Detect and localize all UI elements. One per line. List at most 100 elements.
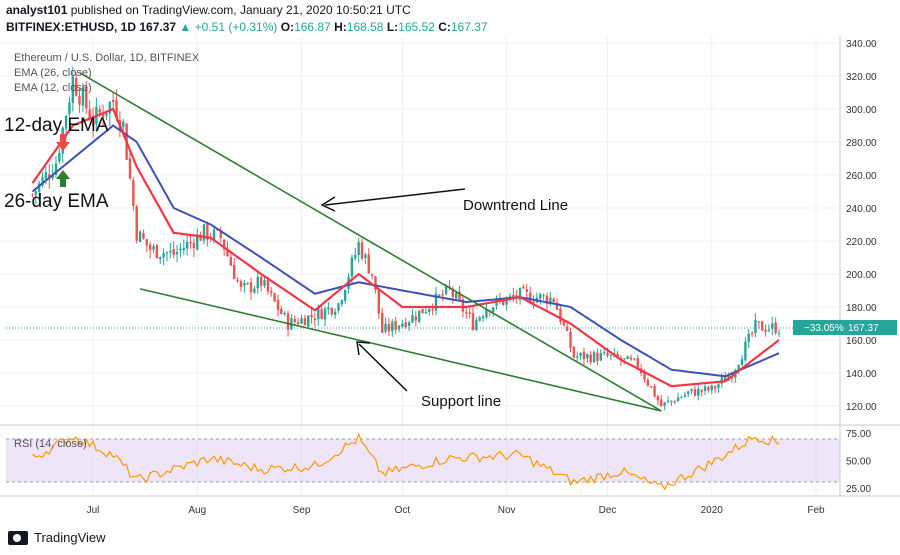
candle-body [760,321,764,331]
candle-body [680,396,683,398]
candle-body [438,294,441,296]
candle-body [687,391,690,394]
candle-body [229,257,233,266]
publisher-name[interactable]: analyst101 [6,3,68,17]
candle-body [142,233,145,239]
support-annotation-arrow [356,341,408,392]
candle-body [407,322,411,326]
candle-body [128,158,132,179]
candle-body [404,322,407,328]
candle-body [132,180,135,207]
price-badge [793,320,897,335]
close-value: 167.37 [450,20,488,34]
candle-body [468,312,471,315]
candle-body [169,250,172,253]
candle-body [502,300,505,306]
candle-body [579,352,582,356]
candle-body [666,400,670,402]
candle-body [522,286,525,289]
candle-body [421,309,424,314]
rsi-band [6,439,840,482]
legend-ema26: EMA (26, close) [14,67,92,79]
candle-body [592,352,596,363]
candle-body [599,353,602,361]
candle-body [542,295,545,297]
candle-body [683,394,687,397]
candle-body [226,249,229,257]
annotation-downtrend: Downtrend Line [463,197,568,214]
candle-body [273,293,276,302]
candle-body [175,251,179,255]
candle-body [91,118,95,127]
symbol: BITFINEX:ETHUSD, 1D [6,20,137,34]
candle-body [707,387,710,391]
candle-body [159,256,162,259]
x-tick-label: Dec [599,505,617,516]
candle-body [545,295,549,304]
candle-body [37,183,41,192]
candle-body [586,354,589,359]
candle-body [757,321,761,323]
candle-body [750,332,754,334]
brand-name[interactable]: TradingView [34,530,106,545]
candle-body [394,320,397,330]
y-tick-label: 240.00 [846,204,877,215]
candle-body [115,100,118,119]
candle-body [266,279,270,292]
candle-body [293,319,296,322]
candle-body [337,303,340,311]
candle-body [690,388,693,392]
y-tick-label: 200.00 [846,270,877,281]
candle-body [461,299,465,312]
candle-body [182,248,185,251]
candle-body [767,329,771,331]
candle-body [589,354,592,363]
candle-body [54,163,58,175]
candle-body [465,312,468,314]
candle-body [693,389,697,396]
candle-body [606,352,609,356]
x-tick-label: 2020 [701,505,724,516]
candle-body [310,315,313,318]
high-label: H: [334,20,347,34]
candle-body [381,312,384,333]
candle-body [108,101,112,114]
publish-line: analyst101 published on TradingView.com,… [6,3,411,17]
candle-body [626,356,629,360]
price-change: +0.51 (+0.31%) [194,20,278,34]
candle-body [754,319,757,334]
ema12-arrow-icon [56,134,70,151]
candle-body [44,172,48,179]
candle-body [68,102,71,114]
high-value: 168.58 [346,20,384,34]
ema26-arrow-icon [56,170,70,187]
candle-body [249,282,253,293]
candle-body [286,313,290,330]
candle-body [233,264,236,280]
x-axis-labels: Jul Aug Sep Oct Nov Dec 2020 Feb [87,505,825,516]
candle-body [179,248,182,251]
candle-body [653,386,656,397]
candle-body [643,373,646,380]
candle-body [354,254,357,259]
candle-body [663,402,666,406]
candle-body [424,311,428,314]
candle-body [444,285,448,295]
candle-body [330,307,333,315]
candle-body [471,313,475,330]
candle-body [313,318,317,321]
rsi-tick-label: 75.00 [846,429,871,440]
y-axis-labels: 120.00 140.00 160.00 180.00 200.00 220.00 240.… [846,39,877,413]
candle-body [243,283,246,286]
up-arrow-icon: ▲ [179,20,192,34]
y-tick-label: 220.00 [846,237,877,248]
candle-body [98,109,101,113]
y-tick-label: 320.00 [846,72,877,83]
legend-ema12: EMA (12, close) [14,82,92,94]
candle-body [192,242,196,249]
candle-body [148,244,152,251]
candle-body [185,241,189,249]
legend-rsi: RSI (14, close) [14,438,87,450]
candle-body [85,86,88,109]
